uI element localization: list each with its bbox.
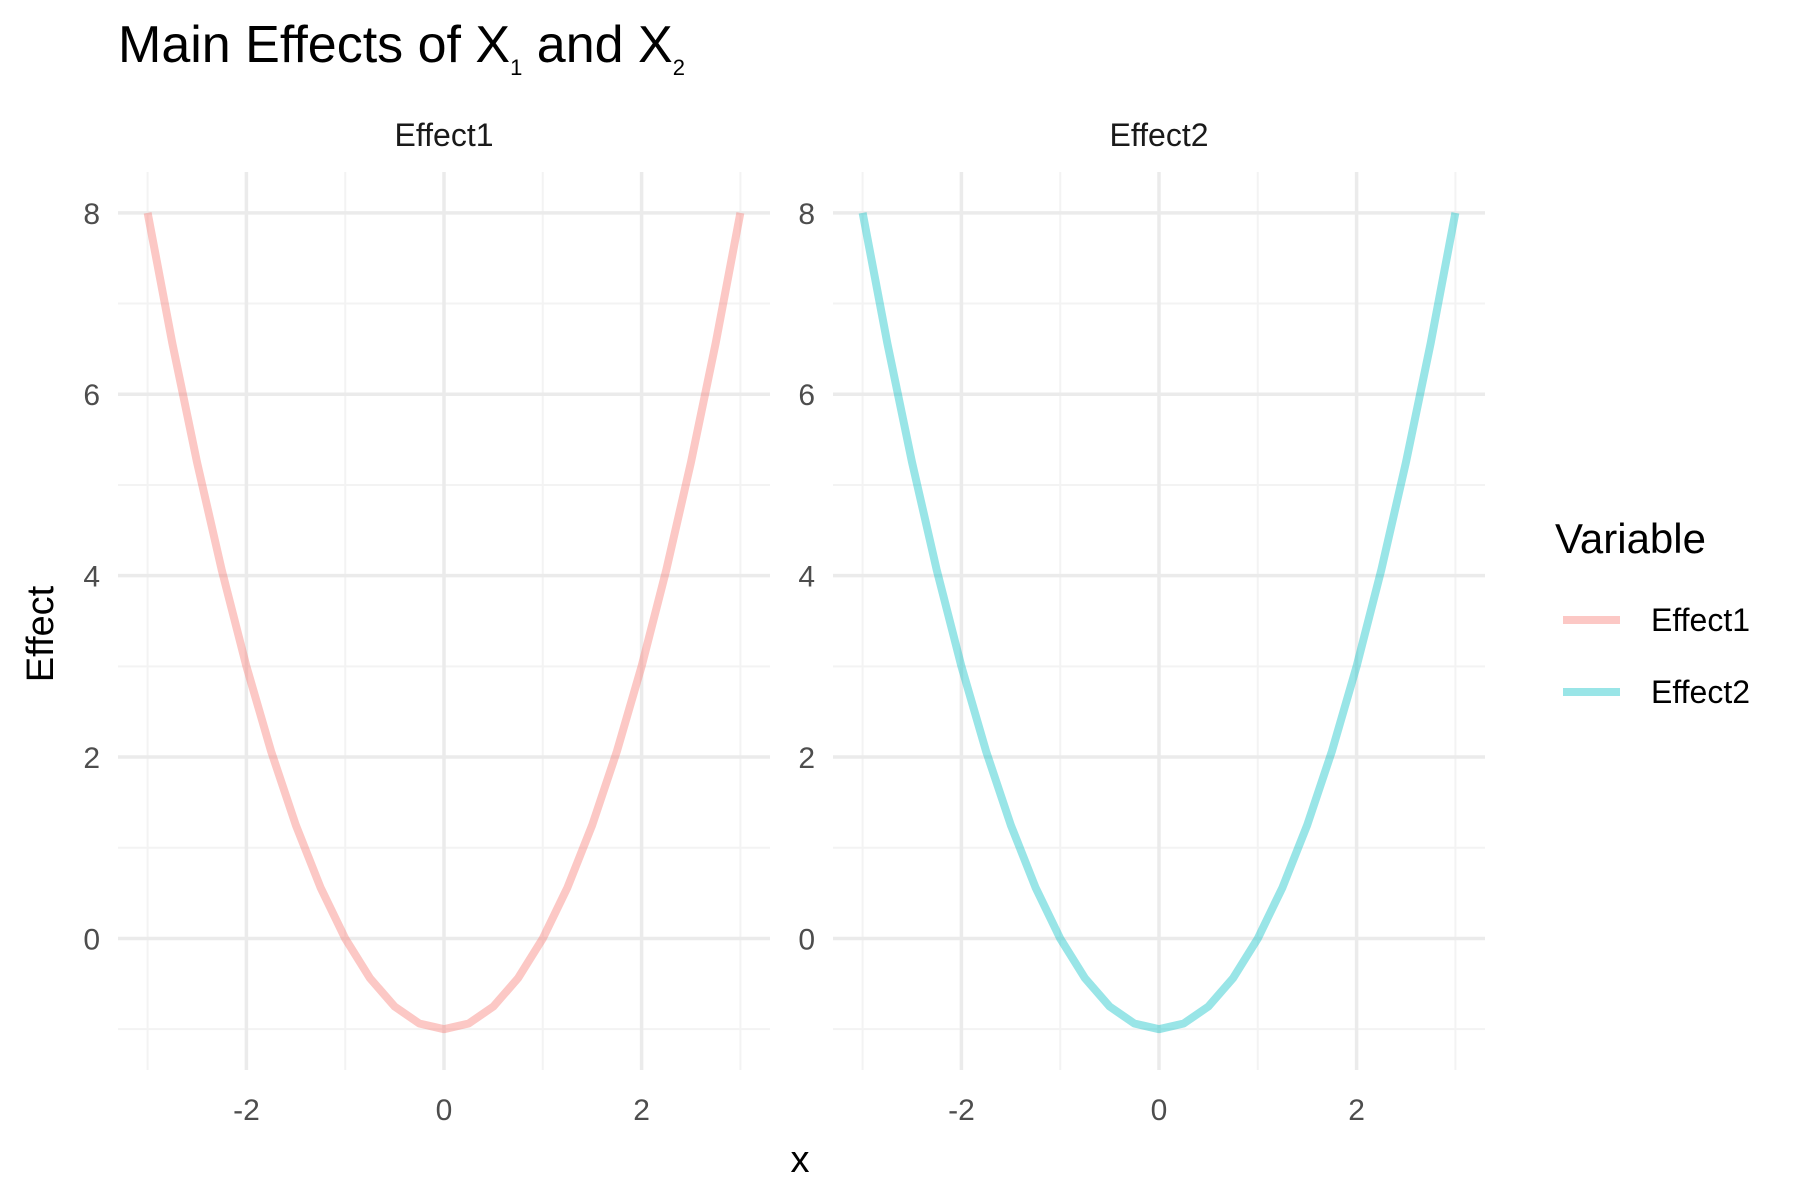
y-tick-label: 6 (798, 379, 815, 412)
x-tick-label: -2 (948, 1094, 975, 1127)
legend-items: Effect1 Effect2 (1563, 602, 1750, 710)
x-tick-label: 0 (1151, 1094, 1168, 1127)
facet-panels: Effect1 -2 0 2 0 2 4 6 8 Effect2 -2 0 2 0 2 4 6 8 (83, 117, 1485, 1127)
y-tick-label: 0 (798, 923, 815, 956)
y-tick-label: 0 (83, 923, 100, 956)
y-tick-label: 6 (83, 379, 100, 412)
y-tick-label: 4 (83, 561, 100, 594)
y-tick-label: 2 (798, 742, 815, 775)
x-tick-label: -2 (233, 1094, 260, 1127)
chart-title: Main Effects of X1 and X2 (118, 16, 685, 80)
legend: Variable Effect1 Effect2 (1555, 515, 1750, 710)
facet-strip-label: Effect2 (1109, 117, 1208, 153)
y-tick-label: 8 (83, 198, 100, 231)
legend-title: Variable (1555, 515, 1706, 562)
x-tick-label: 2 (633, 1094, 650, 1127)
x-tick-label: 0 (436, 1094, 453, 1127)
panel-effect2: Effect2 -2 0 2 0 2 4 6 8 (798, 117, 1485, 1127)
y-axis-title: Effect (20, 585, 62, 682)
series-line-effect1 (143, 212, 745, 1034)
facet-strip-label: Effect1 (394, 117, 493, 153)
x-tick-label: 2 (1348, 1094, 1365, 1127)
series-line-effect2 (858, 212, 1460, 1034)
legend-label-effect1: Effect1 (1651, 602, 1750, 638)
panel-effect1: Effect1 -2 0 2 0 2 4 6 8 (83, 117, 770, 1127)
y-tick-label: 8 (798, 198, 815, 231)
y-tick-label: 4 (798, 561, 815, 594)
x-axis-title: x (791, 1139, 810, 1181)
y-tick-label: 2 (83, 742, 100, 775)
legend-label-effect2: Effect2 (1651, 674, 1750, 710)
